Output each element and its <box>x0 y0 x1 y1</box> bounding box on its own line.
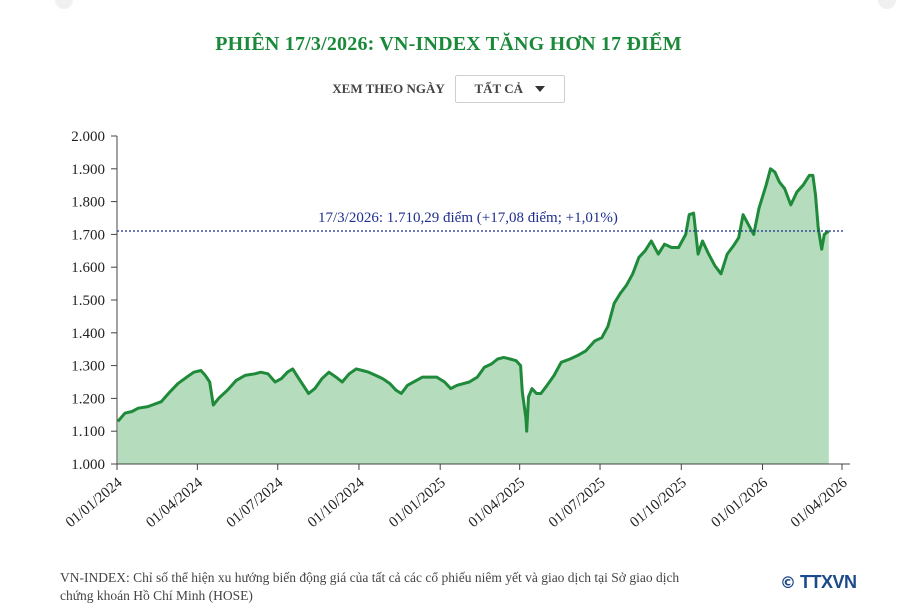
filter-bar: XEM THEO NGÀY TẤT CẢ <box>0 75 897 103</box>
y-tick-label: 1.900 <box>71 162 105 178</box>
annotation-label: 17/3/2026: 1.710,29 điểm (+17,08 điểm; +… <box>318 210 618 226</box>
x-tick-label: 01/04/2024 <box>143 474 206 531</box>
x-tick-label: 01/01/2026 <box>708 474 771 531</box>
y-tick-label: 1.300 <box>71 359 105 375</box>
y-tick-label: 1.400 <box>71 326 105 342</box>
x-tick-label: 01/07/2025 <box>546 475 609 531</box>
logo-text: TTXVN <box>800 572 857 592</box>
y-tick-label: 1.600 <box>71 260 105 276</box>
x-tick-label: 01/10/2024 <box>305 474 368 531</box>
corner-mark-right <box>878 0 896 9</box>
y-tick-label: 1.800 <box>71 195 105 211</box>
chevron-down-icon <box>534 86 545 92</box>
x-tick-label: 01/10/2025 <box>627 475 690 531</box>
y-tick-label: 1.500 <box>71 293 105 309</box>
corner-mark-left <box>55 0 73 9</box>
y-tick-label: 1.200 <box>71 391 105 407</box>
y-tick-label: 2.000 <box>71 129 105 145</box>
ttxvn-logo: © TTXVN <box>780 572 857 593</box>
chart-title: PHIÊN 17/3/2026: VN-INDEX TĂNG HƠN 17 ĐI… <box>215 33 682 55</box>
footnote-line-1: VN-INDEX: Chỉ số thể hiện xu hướng biến … <box>60 570 680 585</box>
x-tick-label: 01/01/2024 <box>63 474 126 531</box>
y-tick-label: 1.000 <box>71 457 105 473</box>
line-chart: 1.000 1.100 1.200 1.300 1.400 1.500 1.600 1.700… <box>63 129 851 531</box>
x-tick-label: 01/04/2025 <box>466 475 529 531</box>
x-tick-label: 01/01/2025 <box>386 475 449 531</box>
date-range-selected-value: TẤT CẢ <box>474 81 523 96</box>
x-tick-label: 01/04/2026 <box>788 474 851 531</box>
copyright-icon: © <box>780 573 796 592</box>
series-line <box>116 167 830 433</box>
footnote-line-2: chứng khoán Hồ Chí Minh (HOSE) <box>60 588 253 603</box>
y-tick-label: 1.700 <box>71 227 105 243</box>
footnote: VN-INDEX: Chỉ số thể hiện xu hướng biến … <box>60 569 760 605</box>
y-tick-label: 1.100 <box>71 424 105 440</box>
filter-label: XEM THEO NGÀY <box>332 81 445 96</box>
date-range-select[interactable]: TẤT CẢ <box>454 75 565 103</box>
x-tick-label: 01/07/2024 <box>224 474 287 531</box>
